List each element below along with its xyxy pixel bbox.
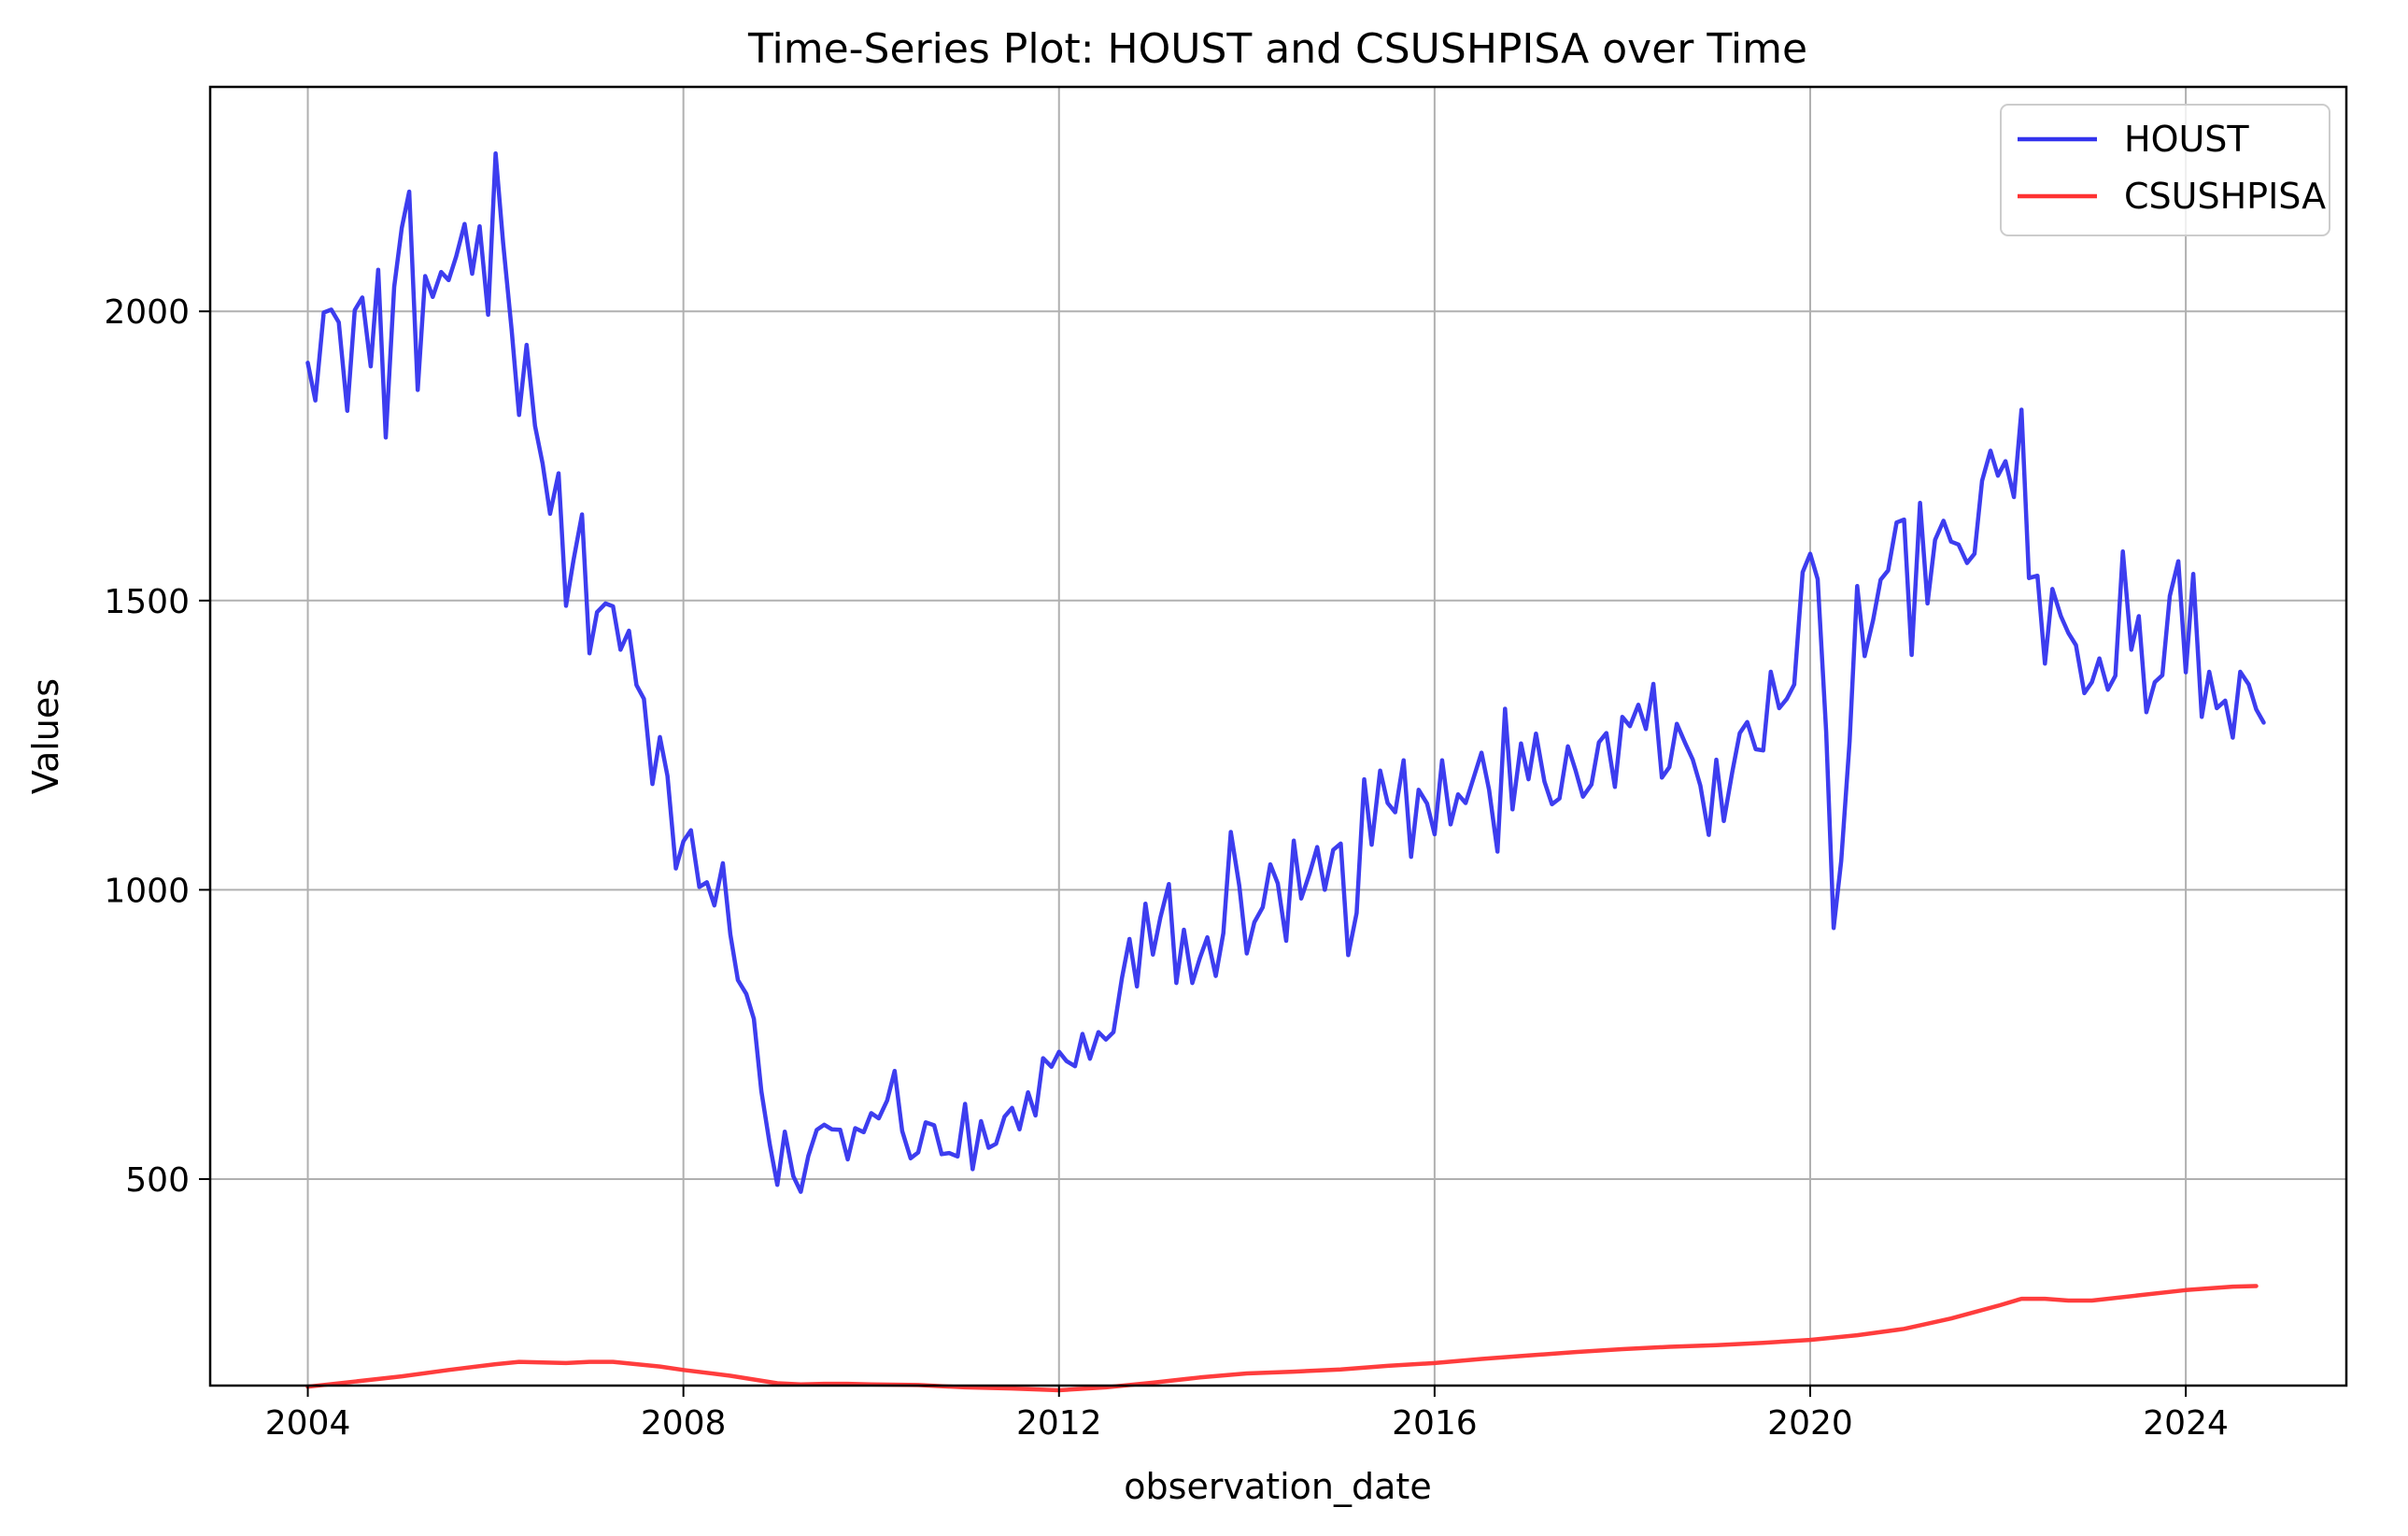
y-tick-label: 2000 [104, 293, 190, 332]
legend: HOUST CSUSHPISA [2000, 104, 2330, 236]
series-lines [305, 150, 2266, 1393]
x-axis-label: observation_date [1124, 1466, 1431, 1507]
y-axis-ticks: 500 1000 1500 2000 [104, 293, 210, 1200]
y-tick-label: 500 [125, 1161, 190, 1200]
x-tick-label: 2024 [2143, 1404, 2229, 1443]
series-line-houst [305, 150, 2266, 1194]
legend-label-csushpisa: CSUSHPISA [2124, 176, 2326, 217]
x-tick-label: 2012 [1016, 1404, 1102, 1443]
series-line-csushpisa [305, 1284, 2259, 1393]
x-tick-label: 2020 [1767, 1404, 1853, 1443]
y-tick-label: 1000 [104, 872, 190, 910]
chart-title: Time-Series Plot: HOUST and CSUSHPISA ov… [747, 25, 1807, 73]
x-axis-ticks: 2004 2008 2012 2016 2020 2024 [265, 1386, 2229, 1443]
x-tick-label: 2008 [641, 1404, 727, 1443]
legend-label-houst: HOUST [2124, 119, 2249, 160]
y-tick-label: 1500 [104, 583, 190, 621]
x-tick-label: 2016 [1392, 1404, 1478, 1443]
plot-area-frame [208, 85, 2348, 1387]
y-axis-label: Values [25, 678, 66, 794]
x-tick-label: 2004 [265, 1404, 351, 1443]
